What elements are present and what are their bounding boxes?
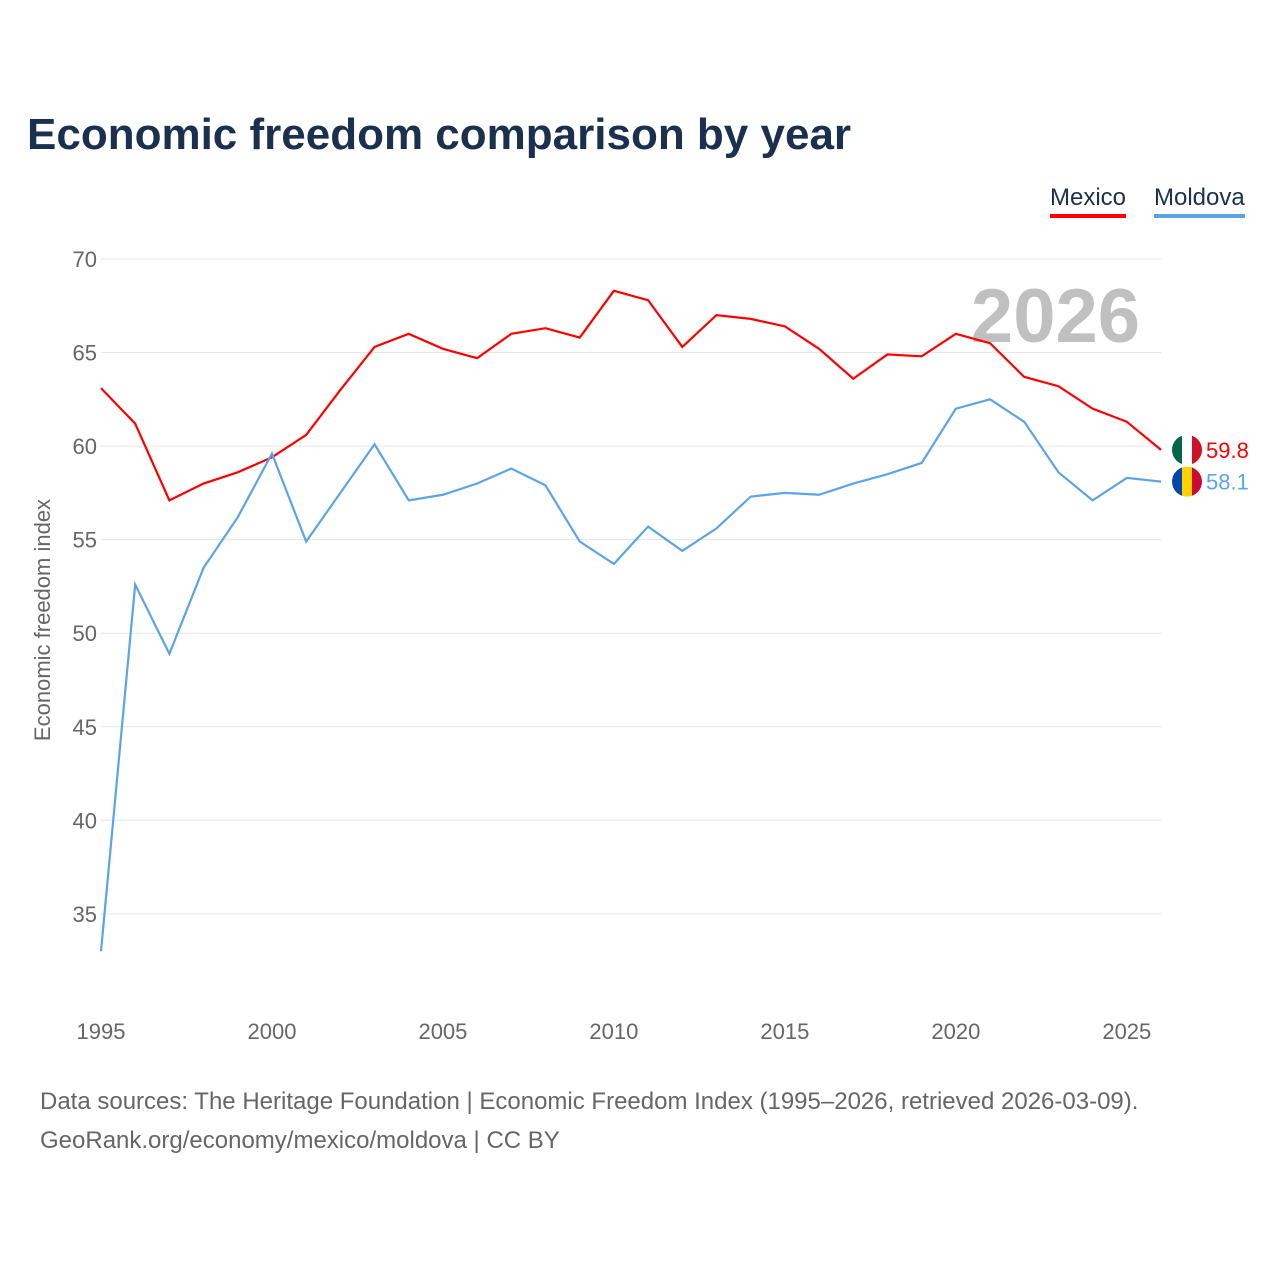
- y-axis-label: Economic freedom index: [30, 499, 55, 741]
- y-tick-label: 35: [73, 902, 97, 927]
- footer-sources: Data sources: The Heritage Foundation | …: [40, 1088, 1139, 1115]
- mexico-flag-icon: [1172, 434, 1202, 465]
- x-tick-label: 2025: [1102, 1019, 1151, 1044]
- footer-link[interactable]: GeoRank.org/economy/mexico/moldova | CC …: [40, 1127, 560, 1154]
- x-tick-label: 2020: [931, 1019, 980, 1044]
- legend-moldova[interactable]: Moldova: [1154, 184, 1245, 218]
- page-title: Economic freedom comparison by year: [27, 110, 852, 159]
- legend-mexico[interactable]: Mexico: [1050, 184, 1127, 218]
- x-tick-label: 2010: [589, 1019, 638, 1044]
- y-tick-label: 60: [73, 434, 97, 459]
- x-tick-label: 1995: [77, 1019, 126, 1044]
- x-tick-label: 2000: [247, 1019, 296, 1044]
- end-value-label: 59.8: [1206, 438, 1249, 463]
- series-line-moldova: [99, 398, 1162, 952]
- line-chart: 35 40 45 50 55 60 65 70 1995 2000 2005 2010 2015 2020…: [30, 247, 1249, 1044]
- y-tick-label: 70: [73, 247, 97, 272]
- moldova-flag-icon: [1172, 466, 1202, 497]
- y-tick-label: 65: [73, 341, 97, 366]
- y-tick-label: 55: [73, 528, 97, 553]
- year-watermark: 2026: [971, 274, 1140, 359]
- y-tick-label: 45: [73, 715, 97, 740]
- series-line-mexico: [100, 289, 1162, 502]
- x-tick-label: 2015: [760, 1019, 809, 1044]
- x-tick-label: 2005: [418, 1019, 467, 1044]
- y-tick-label: 40: [73, 808, 97, 833]
- end-value-label: 58.1: [1206, 470, 1249, 495]
- y-tick-label: 50: [73, 621, 97, 646]
